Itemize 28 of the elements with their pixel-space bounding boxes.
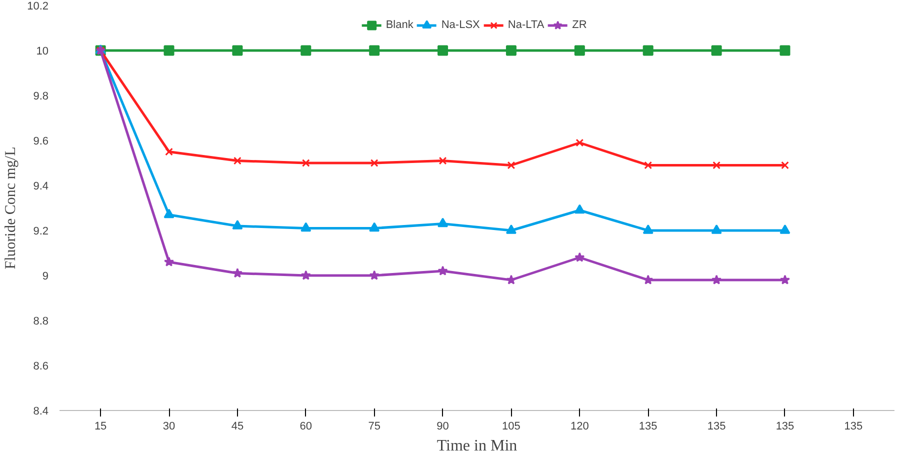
y-tick-label: 8.8 (33, 316, 49, 328)
x-tick-label: 90 (436, 420, 449, 432)
legend-label: Na-LSX (441, 19, 480, 31)
x-axis-title: Time in Min (436, 438, 518, 454)
x-tick-label: 135 (776, 420, 794, 432)
y-tick-label: 9.8 (33, 90, 49, 102)
y-axis-title: Fluoride Conc mg/L (3, 146, 20, 270)
x-tick-label: 60 (300, 420, 312, 432)
legend-label: Na-LTA (508, 19, 544, 31)
x-tick-label: 135 (844, 420, 863, 432)
y-tick-label: 9.4 (33, 180, 49, 192)
x-tick-label: 135 (638, 420, 658, 432)
legend-label: Blank (386, 19, 414, 31)
x-tick-label: 30 (162, 420, 176, 432)
x-tick-label: 135 (707, 420, 726, 432)
y-tick-label: 9.6 (33, 136, 49, 148)
x-tick-label: 15 (94, 420, 107, 432)
y-tick-label: 8.6 (33, 360, 49, 372)
x-tick-label: 105 (502, 420, 520, 432)
x-tick-label: 120 (570, 420, 589, 432)
y-tick-label: 9.2 (33, 226, 49, 238)
y-tick-label: 10.2 (27, 0, 49, 12)
legend-label: ZR (572, 19, 588, 31)
y-tick-label: 10 (36, 46, 49, 58)
y-tick-label: 9 (42, 270, 49, 282)
y-tick-label: 8.4 (33, 406, 49, 418)
x-tick-label: 75 (368, 420, 380, 432)
x-tick-label: 45 (231, 420, 244, 432)
